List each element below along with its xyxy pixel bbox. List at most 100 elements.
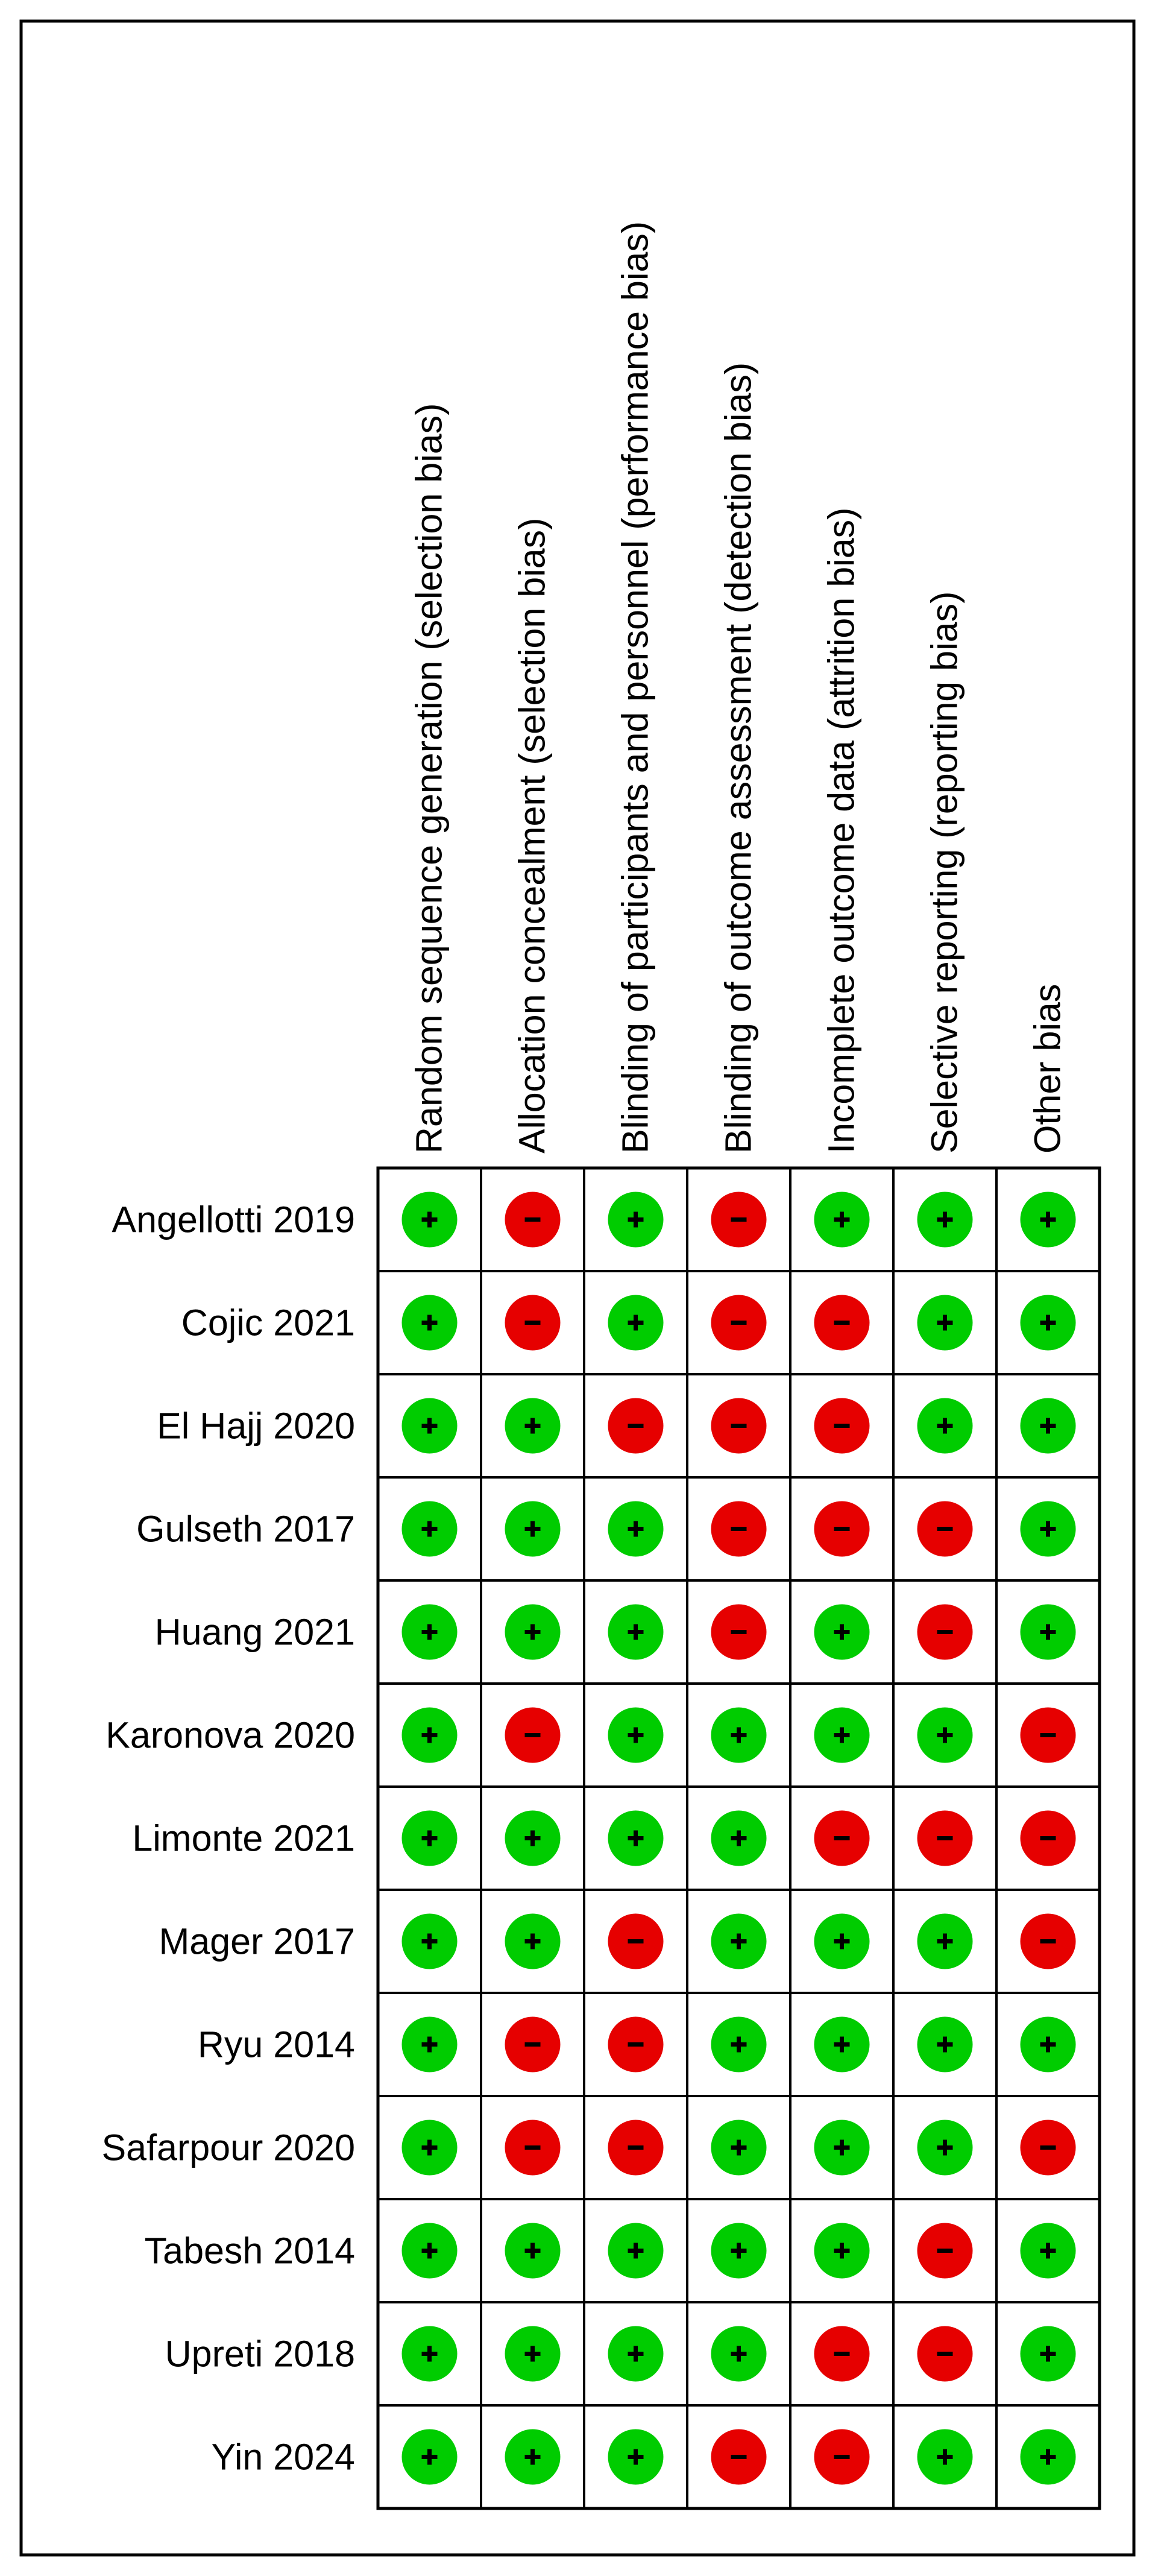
low-risk-marker (401, 1295, 458, 1351)
low-risk-marker (608, 1604, 664, 1660)
domain-header: Blinding of participants and personnel (… (615, 221, 656, 1154)
low-risk-marker (608, 2223, 664, 2279)
high-risk-marker (1020, 1913, 1076, 1969)
high-risk-marker (711, 1604, 767, 1660)
low-risk-marker (1020, 2016, 1076, 2072)
low-risk-marker (1020, 2223, 1076, 2279)
high-risk-marker (917, 1501, 973, 1557)
low-risk-marker (401, 2429, 458, 2485)
low-risk-marker (1020, 1398, 1076, 1454)
high-risk-marker (711, 1192, 767, 1248)
low-risk-marker (711, 1810, 767, 1866)
low-risk-marker (1020, 1192, 1076, 1248)
study-label: Karonova 2020 (105, 1715, 355, 1756)
low-risk-marker (814, 1192, 870, 1248)
low-risk-marker (505, 2223, 561, 2279)
low-risk-marker (711, 2326, 767, 2382)
low-risk-marker (608, 1501, 664, 1557)
high-risk-marker (711, 1295, 767, 1351)
study-label: El Hajj 2020 (157, 1406, 355, 1447)
study-label: Tabesh 2014 (145, 2230, 355, 2271)
high-risk-marker (814, 1501, 870, 1557)
low-risk-marker (608, 1295, 664, 1351)
low-risk-marker (505, 2326, 561, 2382)
low-risk-marker (401, 1398, 458, 1454)
low-risk-marker (1020, 1604, 1076, 1660)
low-risk-marker (711, 2120, 767, 2176)
low-risk-marker (401, 1810, 458, 1866)
high-risk-marker (505, 1707, 561, 1763)
study-label: Upreti 2018 (165, 2334, 355, 2375)
low-risk-marker (814, 2223, 870, 2279)
low-risk-marker (711, 2016, 767, 2072)
low-risk-marker (505, 1913, 561, 1969)
judgement-grid (376, 1166, 1101, 2510)
low-risk-marker (401, 2223, 458, 2279)
low-risk-marker (401, 1604, 458, 1660)
low-risk-marker (1020, 2429, 1076, 2485)
low-risk-marker (401, 1192, 458, 1248)
low-risk-marker (505, 1604, 561, 1660)
low-risk-marker (1020, 1501, 1076, 1557)
domain-header: Selective reporting (reporting bias) (924, 592, 965, 1154)
domain-headers: Random sequence generation (selection bi… (409, 221, 1068, 1154)
high-risk-marker (1020, 2120, 1076, 2176)
high-risk-marker (814, 1810, 870, 1866)
high-risk-marker (505, 2120, 561, 2176)
low-risk-marker (711, 1707, 767, 1763)
low-risk-marker (917, 2016, 973, 2072)
low-risk-marker (917, 1398, 973, 1454)
low-risk-marker (814, 1707, 870, 1763)
high-risk-marker (608, 2016, 664, 2072)
low-risk-marker (917, 2120, 973, 2176)
domain-header: Random sequence generation (selection bi… (409, 403, 450, 1154)
study-label: Angellotti 2019 (112, 1199, 355, 1240)
low-risk-marker (1020, 1295, 1076, 1351)
low-risk-marker (505, 1810, 561, 1866)
high-risk-marker (711, 2429, 767, 2485)
high-risk-marker (917, 1604, 973, 1660)
domain-header: Allocation concealment (selection bias) (512, 518, 553, 1154)
high-risk-marker (1020, 1810, 1076, 1866)
high-risk-marker (814, 2326, 870, 2382)
high-risk-marker (814, 2429, 870, 2485)
high-risk-marker (608, 1913, 664, 1969)
domain-header: Other bias (1027, 984, 1068, 1154)
low-risk-marker (608, 1810, 664, 1866)
study-label: Cojic 2021 (181, 1302, 355, 1343)
low-risk-marker (917, 1295, 973, 1351)
low-risk-marker (401, 2326, 458, 2382)
high-risk-marker (505, 1295, 561, 1351)
low-risk-marker (608, 1707, 664, 1763)
low-risk-marker (814, 2120, 870, 2176)
high-risk-marker (917, 2223, 973, 2279)
low-risk-marker (505, 2429, 561, 2485)
high-risk-marker (505, 1192, 561, 1248)
high-risk-marker (711, 1398, 767, 1454)
low-risk-marker (917, 1192, 973, 1248)
low-risk-marker (917, 1913, 973, 1969)
low-risk-marker (814, 2016, 870, 2072)
high-risk-marker (608, 2120, 664, 2176)
low-risk-marker (401, 1707, 458, 1763)
low-risk-marker (917, 2429, 973, 2485)
low-risk-marker (711, 2223, 767, 2279)
low-risk-marker (917, 1707, 973, 1763)
low-risk-marker (608, 2326, 664, 2382)
low-risk-marker (711, 1913, 767, 1969)
low-risk-marker (814, 1604, 870, 1660)
domain-header: Incomplete outcome data (attrition bias) (821, 508, 862, 1154)
study-label: Safarpour 2020 (101, 2127, 355, 2168)
high-risk-marker (917, 1810, 973, 1866)
study-label: Ryu 2014 (198, 2024, 355, 2065)
low-risk-marker (814, 1913, 870, 1969)
study-label: Huang 2021 (155, 1612, 355, 1653)
study-label: Mager 2017 (159, 1921, 355, 1962)
low-risk-marker (608, 1192, 664, 1248)
low-risk-marker (401, 2120, 458, 2176)
low-risk-marker (608, 2429, 664, 2485)
study-label: Limonte 2021 (132, 1818, 355, 1859)
study-label: Yin 2024 (211, 2437, 355, 2478)
study-labels: Angellotti 2019 Cojic 2021 El Hajj 2020 Gul… (101, 1199, 355, 2478)
